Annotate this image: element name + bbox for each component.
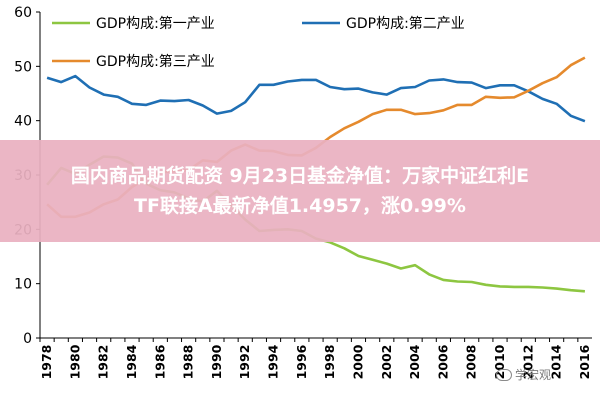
watermark: 学宏观 <box>496 366 551 383</box>
x-tick-label: 1992 <box>237 345 252 380</box>
x-tick-label: 2012 <box>520 345 535 380</box>
series-line-2 <box>46 74 586 123</box>
x-tick-label: 1982 <box>96 345 111 380</box>
y-tick-label: 40 <box>14 114 32 130</box>
legend-label: GDP构成:第三产业 <box>96 53 215 70</box>
x-tick-label: 2014 <box>549 344 564 379</box>
legend-label: GDP构成:第一产业 <box>96 15 215 32</box>
y-tick-label: 60 <box>14 5 32 21</box>
x-tick-label: 2010 <box>492 344 507 379</box>
x-tick-label: 2006 <box>435 344 450 379</box>
headline-line-1: 国内商品期货配资 9月23日基金净值：万家中证红利E <box>70 165 530 187</box>
x-tick-label: 1990 <box>209 344 224 379</box>
x-tick-label: 2002 <box>379 345 394 380</box>
headline-line-2: TF联接A最新净值1.4957，涨0.99% <box>134 195 466 217</box>
x-tick-label: 1980 <box>67 344 82 379</box>
x-tick-label: 2016 <box>577 344 592 379</box>
y-tick-label: 50 <box>14 59 32 75</box>
legend-label: GDP构成:第二产业 <box>346 15 465 32</box>
x-tick-label: 1984 <box>124 344 139 379</box>
watermark-text: 学宏观 <box>515 368 552 382</box>
chart-legend: GDP构成:第一产业 GDP构成:第二产业 GDP构成:第三产业 <box>52 15 465 70</box>
x-tick-label: 2008 <box>464 345 479 380</box>
x-tick-label: 1994 <box>266 344 281 379</box>
x-tick-label: 1986 <box>152 344 167 379</box>
wechat-icon <box>496 368 512 381</box>
y-tick-label: 10 <box>14 277 32 293</box>
x-tick-label: 1998 <box>322 345 337 380</box>
x-tick-label: 2000 <box>350 344 365 379</box>
headline-banner[interactable]: 国内商品期货配资 9月23日基金净值：万家中证红利E TF联接A最新净值1.49… <box>0 140 600 242</box>
x-tick-label: 1996 <box>294 344 309 379</box>
x-tick-label: 1988 <box>181 345 196 380</box>
x-tick-label: 1978 <box>39 345 54 380</box>
x-tick-label: 2004 <box>407 344 422 379</box>
y-tick-label: 0 <box>23 331 32 347</box>
